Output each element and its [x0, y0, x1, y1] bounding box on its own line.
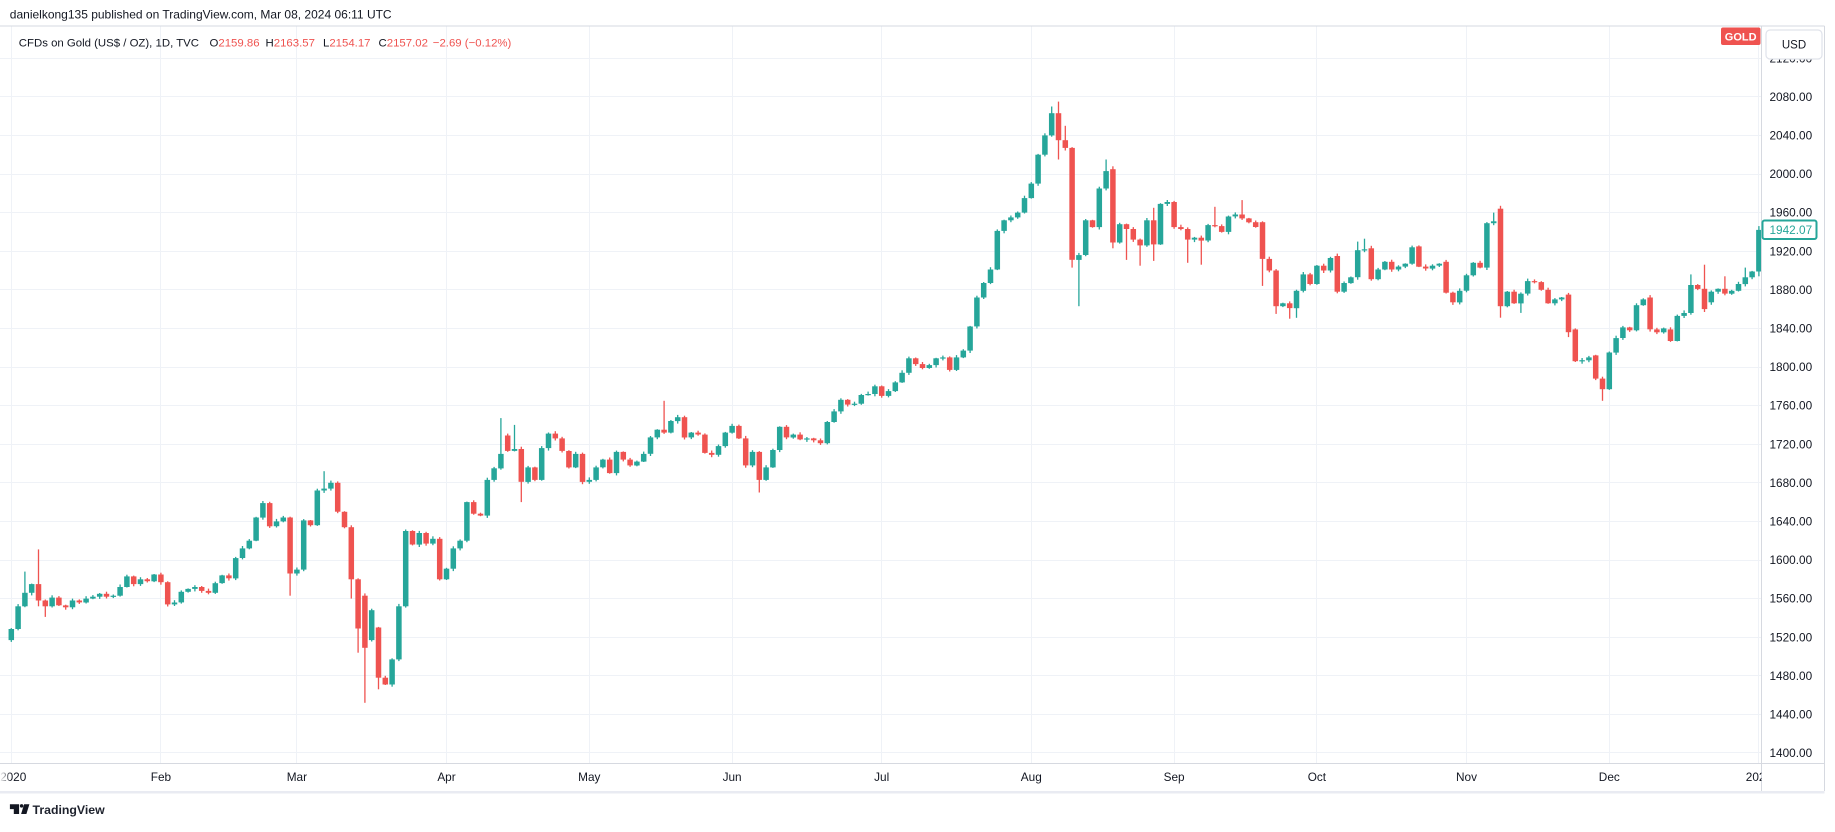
- svg-text:GOLD: GOLD: [1725, 32, 1757, 44]
- svg-text:L2154.17: L2154.17: [323, 38, 371, 50]
- svg-text:Feb: Feb: [151, 770, 172, 784]
- svg-text:1720.00: 1720.00: [1770, 437, 1813, 451]
- svg-text:1920.00: 1920.00: [1770, 244, 1813, 258]
- svg-text:2000.00: 2000.00: [1770, 167, 1813, 181]
- svg-text:2080.00: 2080.00: [1770, 90, 1813, 104]
- svg-text:2040.00: 2040.00: [1770, 129, 1813, 143]
- svg-text:Mar: Mar: [287, 770, 307, 784]
- svg-text:USD: USD: [1782, 40, 1806, 52]
- svg-text:Nov: Nov: [1456, 770, 1477, 784]
- svg-text:1960.00: 1960.00: [1770, 206, 1813, 220]
- svg-text:1640.00: 1640.00: [1770, 515, 1813, 529]
- svg-text:TradingView: TradingView: [33, 803, 106, 817]
- svg-text:Apr: Apr: [437, 770, 455, 784]
- svg-text:C2157.02: C2157.02: [379, 38, 428, 50]
- svg-text:1600.00: 1600.00: [1770, 553, 1813, 567]
- svg-text:Jun: Jun: [723, 770, 742, 784]
- svg-text:O2159.86: O2159.86: [210, 38, 260, 50]
- svg-text:1680.00: 1680.00: [1770, 476, 1813, 490]
- svg-text:1840.00: 1840.00: [1770, 322, 1813, 336]
- svg-text:1880.00: 1880.00: [1770, 283, 1813, 297]
- svg-text:1560.00: 1560.00: [1770, 592, 1813, 606]
- svg-text:−2.69 (−0.12%): −2.69 (−0.12%): [433, 38, 512, 50]
- svg-text:1440.00: 1440.00: [1770, 708, 1813, 722]
- svg-text:Aug: Aug: [1021, 770, 1042, 784]
- svg-text:2021: 2021: [1746, 770, 1772, 784]
- svg-text:1400.00: 1400.00: [1770, 746, 1813, 760]
- svg-text:Sep: Sep: [1164, 770, 1185, 784]
- svg-text:May: May: [578, 770, 600, 784]
- svg-text:CFDs on Gold (US$ / OZ), 1D, T: CFDs on Gold (US$ / OZ), 1D, TVC: [19, 38, 199, 50]
- svg-text:1480.00: 1480.00: [1770, 669, 1813, 683]
- svg-text:Dec: Dec: [1599, 770, 1620, 784]
- svg-text:danielkong135 published on Tra: danielkong135 published on TradingView.c…: [10, 8, 392, 22]
- svg-text:Jul: Jul: [874, 770, 889, 784]
- svg-text:1520.00: 1520.00: [1770, 630, 1813, 644]
- svg-text:1800.00: 1800.00: [1770, 360, 1813, 374]
- svg-text:1760.00: 1760.00: [1770, 399, 1813, 413]
- svg-text:H2163.57: H2163.57: [266, 38, 315, 50]
- svg-text:1942.07: 1942.07: [1770, 223, 1813, 237]
- svg-text:Oct: Oct: [1308, 770, 1327, 784]
